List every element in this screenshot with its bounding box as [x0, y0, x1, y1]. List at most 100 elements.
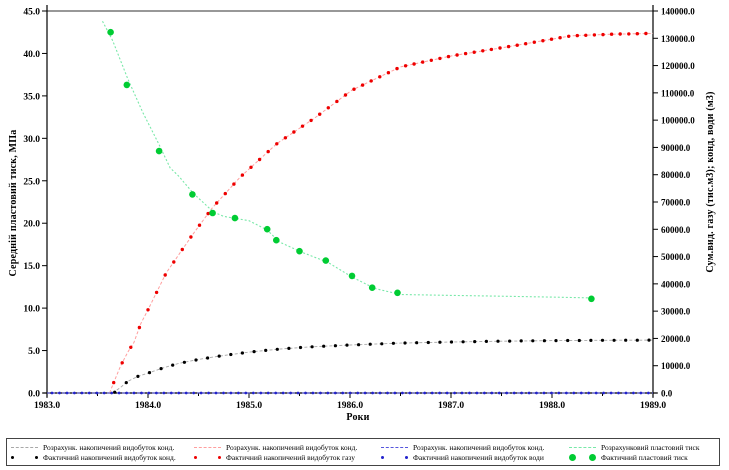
series-dot-6 — [557, 391, 561, 395]
y-right-tick-label: 100000.0 — [661, 116, 695, 126]
series-dot-4 — [298, 345, 303, 350]
series-dot-6 — [319, 391, 322, 395]
series-dot-5 — [584, 33, 588, 37]
legend-item-calc-gas: Розрахунк. накопичений видобуток конд. — [190, 443, 377, 452]
x-tick-label: 1986.0 — [337, 401, 363, 411]
legend-item-calc-water: Розрахунк. накопичений видобуток конд. — [377, 443, 565, 452]
series-dot-5 — [172, 260, 176, 264]
series-dot-6 — [147, 391, 151, 395]
series-dot-4 — [322, 344, 326, 348]
series-dot-6 — [244, 391, 248, 395]
series-dot-6 — [401, 391, 404, 395]
legend-label: Фактичний накопичений видобуток конд. — [43, 452, 176, 462]
series-dot-6 — [430, 391, 434, 395]
series-dot-6 — [647, 391, 650, 395]
series-dot-7 — [263, 225, 271, 233]
y-right-tick-label: 140000.0 — [661, 7, 695, 17]
legend-dot-swatch — [11, 455, 14, 459]
series-dot-5 — [644, 31, 648, 36]
series-dot-6 — [169, 391, 173, 395]
series-dot-6 — [512, 391, 516, 395]
series-dot-5 — [429, 58, 433, 62]
series-dot-4 — [310, 345, 314, 349]
series-dot-5 — [481, 49, 485, 53]
series-dot-4 — [240, 351, 244, 355]
series-dot-5 — [618, 32, 622, 36]
series-dot-4 — [600, 338, 605, 342]
legend-item-fact-gas: Фактичний накопичений видобуток газу — [190, 453, 377, 462]
series-dot-5 — [369, 79, 373, 83]
series-dot-4 — [508, 339, 512, 343]
series-dot-5 — [403, 64, 408, 68]
legend-dot-swatch — [405, 455, 408, 459]
series-dot-6 — [102, 391, 106, 395]
series-dot-5 — [266, 149, 270, 154]
series-line-3 — [102, 20, 592, 299]
series-dot-6 — [95, 391, 99, 395]
x-tick-label: 1985.0 — [236, 401, 262, 411]
fact-condensate-dots-swatch — [11, 453, 38, 461]
series-dot-5 — [378, 75, 382, 79]
series-dot-6 — [579, 391, 583, 395]
series-dot-7 — [368, 284, 376, 292]
plot-area: 1983.0 1984.0 1985.0 1986.0 1987.0 1988.0 1989… — [23, 5, 695, 411]
series-dot-5 — [627, 32, 631, 36]
series-dot-6 — [632, 391, 635, 395]
series-dot-6 — [73, 391, 76, 395]
legend-label: Фактичний пластовий тиск — [601, 452, 688, 462]
y-right-tick-label: 40000.0 — [661, 279, 691, 289]
legend-row-actual: Фактичний накопичений видобуток конд. Фа… — [7, 453, 719, 462]
series-dot-4 — [438, 340, 442, 344]
series-dot-6 — [497, 391, 501, 395]
y-left-tick-label: 35.0 — [23, 92, 40, 102]
series-dot-4 — [566, 338, 570, 343]
y-right-tick-label: 80000.0 — [661, 170, 691, 180]
series-dot-4 — [229, 352, 233, 357]
series-dot-4 — [542, 339, 547, 343]
series-dot-6 — [542, 391, 546, 395]
series-dot-6 — [468, 391, 471, 395]
series-dot-5 — [223, 191, 227, 196]
series-dot-4 — [612, 338, 616, 342]
series-dot-5 — [463, 51, 468, 56]
series-dot-6 — [237, 391, 240, 395]
series-dot-6 — [199, 391, 203, 395]
series-dot-7 — [394, 289, 401, 297]
y-axis-title-left: Середній пластовий тиск, МПа — [8, 129, 19, 277]
series-dot-5 — [215, 201, 219, 205]
series-dot-6 — [117, 391, 121, 395]
legend-item-calc-pressure: Розрахунковий пластовий тиск — [565, 443, 715, 452]
series-dot-5 — [154, 290, 159, 295]
series-dot-6 — [50, 391, 54, 395]
y-left-tick-label: 30.0 — [23, 135, 40, 145]
series-dot-6 — [162, 391, 166, 395]
calc-pressure-line-swatch — [569, 446, 596, 448]
series-dot-4 — [357, 343, 361, 347]
series-dot-7 — [189, 191, 196, 198]
series-dot-4 — [624, 338, 628, 342]
series-dot-4 — [182, 360, 186, 364]
series-dot-6 — [311, 391, 315, 395]
legend-dot-swatch — [218, 455, 221, 459]
series-dot-4 — [635, 338, 639, 342]
legend-dot-swatch — [35, 455, 38, 459]
series-dot-6 — [624, 391, 628, 395]
series-dot-4 — [577, 338, 581, 343]
series-dot-6 — [326, 391, 330, 395]
series-dot-5 — [386, 71, 391, 75]
series-dot-5 — [609, 32, 614, 36]
fact-gas-dots-swatch — [194, 453, 221, 461]
series-dot-4 — [333, 344, 337, 348]
series-dot-6 — [251, 391, 255, 395]
series-dot-6 — [594, 391, 598, 395]
legend-dot-swatch — [569, 453, 576, 461]
series-dot-6 — [281, 391, 285, 395]
series-dot-7 — [107, 28, 114, 36]
series-dot-5 — [257, 157, 262, 162]
calc-condensate-line-swatch — [11, 446, 38, 448]
legend-row-calculated: Розрахунк. накопичений видобуток конд. Р… — [7, 443, 719, 452]
legend-dot-swatch — [381, 455, 384, 459]
series-dot-5 — [592, 33, 597, 37]
series-dot-6 — [214, 391, 218, 395]
series-dot-6 — [363, 391, 367, 395]
